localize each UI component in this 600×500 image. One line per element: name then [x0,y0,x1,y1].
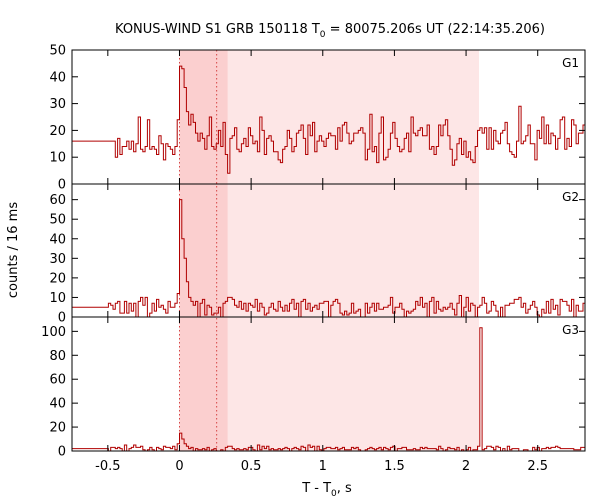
y-tick-label: 50 [49,213,66,228]
y-tick-label: 40 [49,397,66,412]
x-tick-label: 2.5 [527,459,548,474]
x-axis-label-main: T - T [301,481,331,496]
y-tick-label: 10 [49,291,66,306]
y-tick-label: 0 [58,445,66,460]
panel-label: G1 [562,56,579,70]
x-tick-label: -0.5 [95,459,120,474]
x-axis-label-subscript: 0 [331,489,337,499]
title-main: KONUS-WIND S1 GRB 150118 T [115,22,320,37]
shaded-interval-dark [179,50,228,451]
y-tick-label: 10 [49,151,66,166]
y-axis-label: counts / 16 ms [6,202,21,298]
x-tick-label: 1 [319,459,327,474]
y-tick-label: 40 [49,70,66,85]
panel-label: G3 [562,323,579,337]
x-tick-label: 0.5 [241,459,262,474]
y-tick-label: 40 [49,232,66,247]
series-line-g1 [72,65,585,174]
y-tick-label: 20 [49,421,66,436]
x-axis-label-rest: , s [337,481,352,496]
panel-label: G2 [562,190,579,204]
title-rest: = 80075.206s UT (22:14:35.206) [326,22,545,37]
x-tick-label: 2 [462,459,470,474]
y-tick-label: 50 [49,44,66,59]
y-tick-label: 60 [49,193,66,208]
shaded-interval [179,50,479,451]
y-tick-label: 20 [49,124,66,139]
y-tick-label: 20 [49,271,66,286]
x-axis-label: T - T0, s [301,481,352,499]
x-tick-label: 0 [175,459,183,474]
y-tick-label: 100 [41,325,66,340]
panel-frame-g3 [71,316,586,452]
y-tick-label: 0 [58,178,66,193]
y-tick-label: 30 [49,97,66,112]
title-subscript: 0 [320,30,326,40]
y-tick-label: 80 [49,349,66,364]
y-tick-label: 0 [58,311,66,326]
y-tick-label: 30 [49,252,66,267]
x-tick-label: 1.5 [384,459,405,474]
y-tick-label: 60 [49,373,66,388]
series-line-g3 [72,327,585,452]
chart-title: KONUS-WIND S1 GRB 150118 T0 = 80075.206s… [115,22,545,40]
